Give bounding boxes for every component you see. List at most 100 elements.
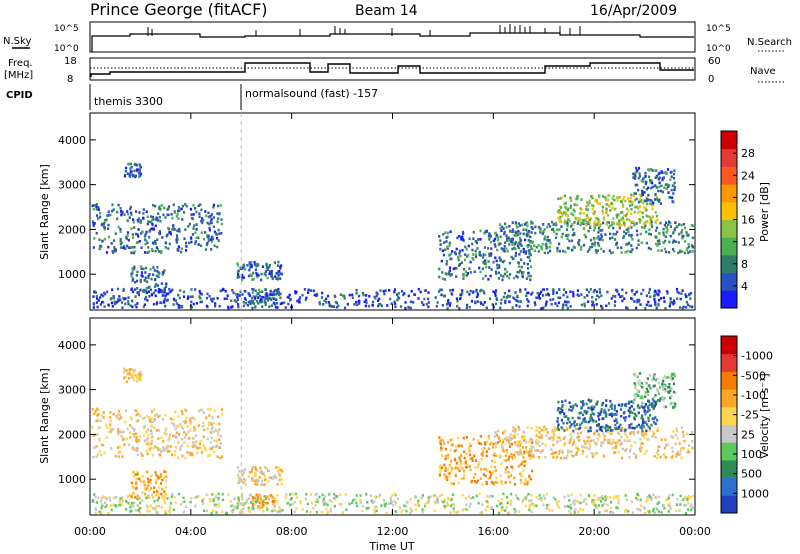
rti-cell [605,222,608,226]
rti-cell [293,510,296,514]
rti-cell [125,237,128,240]
rti-cell [471,459,474,462]
rti-cell [386,304,389,307]
rti-cell [359,498,362,501]
rti-cell [621,447,624,451]
rti-cell [458,234,461,238]
rti-cell [504,471,507,474]
rti-cell [462,477,465,480]
rti-cell [644,224,647,227]
rti-cell [216,297,219,300]
rti-cell [176,238,179,241]
rti-cell [252,271,255,275]
rti-cell [512,427,515,430]
rti-cell [189,451,192,455]
rti-cell [629,410,632,413]
rti-cell [152,266,155,269]
rti-cell [394,305,397,309]
rti-cell [313,293,316,297]
rti-cell [637,411,640,415]
rti-cell [674,227,677,230]
rti-cell [496,266,499,270]
rti-cell [605,415,608,418]
rti-cell [643,436,646,439]
rti-cell [616,496,619,499]
rti-cell [558,506,561,509]
rti-cell [351,296,354,300]
rti-cell [173,495,176,499]
rti-cell [574,427,578,431]
rti-cell [616,213,620,216]
rti-cell [427,297,430,301]
rti-cell [119,228,122,231]
rti-cell [687,450,691,454]
rti-cell [530,499,533,502]
rti-cell [578,439,581,442]
rti-cell [192,213,195,216]
rti-cell [231,305,234,308]
rti-cell [649,386,652,390]
rti-cell [670,170,673,174]
rti-cell [663,446,666,450]
rti-cell [96,305,99,309]
rti-cell [579,493,582,497]
rti-cell [132,504,135,508]
rti-cell [672,299,676,303]
rti-cell [557,499,560,503]
rti-cell [597,242,600,246]
rti-cell [171,216,174,220]
colorbar-segment [721,459,737,479]
rti-cell [396,298,399,302]
rti-cell [125,380,128,384]
rti-cell [95,203,98,206]
rti-cell [642,431,645,434]
rti-cell [109,499,112,502]
rti-cell [530,231,533,234]
rti-cell [506,450,509,454]
rti-cell [142,212,145,215]
rti-cell [641,189,644,193]
rti-cell [537,250,540,253]
rti-cell [591,194,594,198]
rti-cell [254,289,257,293]
rti-cell [614,232,617,236]
rti-cell [279,292,282,296]
rti-cell [202,237,206,241]
rti-cell [161,487,164,491]
rti-cell [674,391,677,394]
rti-cell [147,441,150,445]
rti-cell [221,510,224,514]
rti-cell [576,197,579,200]
rti-cell [250,265,253,268]
rti-cell [191,233,194,236]
rti-cell [528,440,531,443]
rti-cell [655,175,658,179]
rti-cell [636,498,639,501]
rti-cell [662,231,665,235]
rti-cell [494,289,498,292]
rti-cell [393,302,397,306]
rti-cell [504,222,507,226]
rti-cell [514,234,517,237]
rti-cell [564,201,567,205]
rti-cell [569,405,572,409]
rti-cell [573,203,576,206]
rti-cell [542,503,545,507]
rti-cell [355,300,358,304]
rti-cell [203,428,206,432]
rti-cell [516,440,520,443]
rti-cell [556,428,559,431]
rti-cell [523,450,526,454]
rti-cell [607,302,611,305]
rti-cell [644,221,647,224]
rti-cell [279,474,282,478]
rti-cell [641,396,644,399]
rti-cell [270,272,273,275]
rti-cell [619,423,622,427]
rti-cell [447,300,450,304]
rti-cell [620,414,623,418]
rti-cell [197,424,201,427]
rti-cell [517,300,520,303]
rti-cell [139,501,142,505]
